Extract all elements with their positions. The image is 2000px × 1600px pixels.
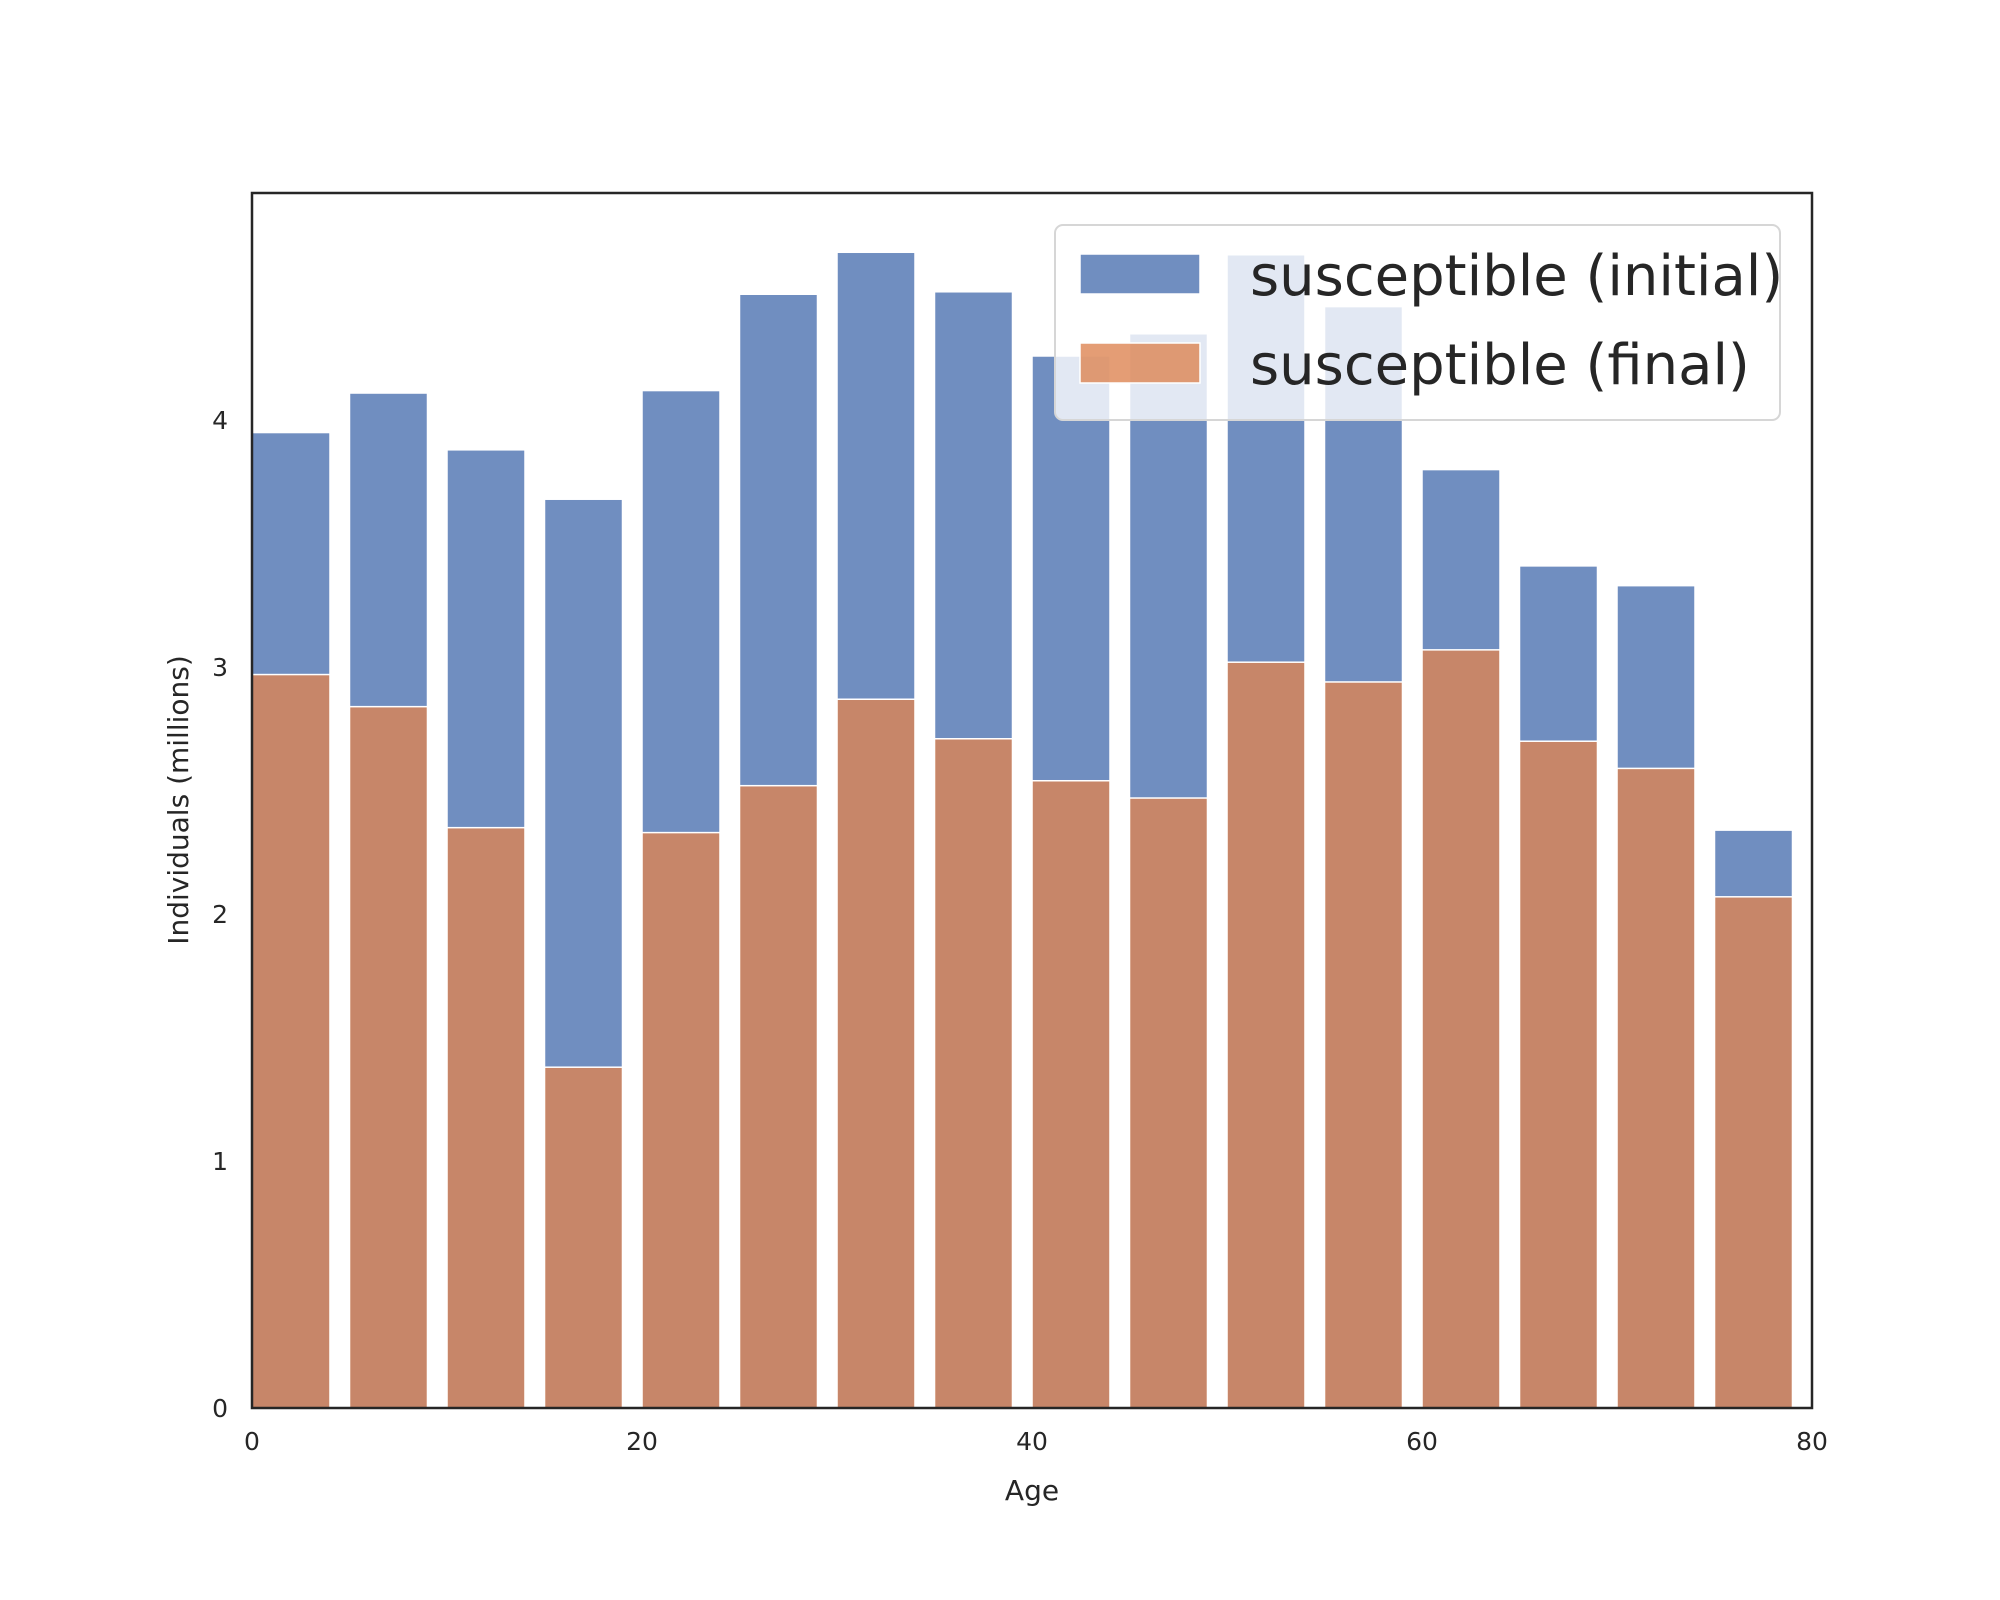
plot-frame <box>250 191 1814 1410</box>
x-tick-label: 20 <box>626 1427 658 1456</box>
bar-final <box>1323 681 1404 1409</box>
bar-final <box>933 738 1014 1409</box>
y-tick-label: 2 <box>212 900 228 929</box>
x-tick-label: 0 <box>244 1427 260 1456</box>
legend-box <box>1054 224 1781 421</box>
bar-final <box>543 1066 624 1409</box>
legend-swatch-final <box>1079 342 1201 384</box>
bar-final <box>836 698 916 1409</box>
bar-final <box>446 826 526 1409</box>
y-tick-label: 1 <box>212 1147 228 1176</box>
x-tick-label: 80 <box>1796 1427 1828 1456</box>
bar-final <box>1518 740 1599 1409</box>
series-final-bars <box>251 649 1794 1409</box>
x-axis-ticks: 0 20 40 60 80 <box>244 1427 1828 1456</box>
bar-final <box>641 831 721 1409</box>
bar-final <box>251 673 331 1409</box>
bar-final <box>1616 767 1696 1409</box>
bar-final <box>348 705 429 1409</box>
y-axis-label: Individuals (millions) <box>162 655 195 945</box>
bar-final <box>1128 797 1209 1409</box>
y-tick-label: 0 <box>212 1394 228 1423</box>
bar-final <box>1713 896 1794 1409</box>
bar-final <box>1031 779 1111 1409</box>
y-tick-label: 4 <box>212 406 228 435</box>
bar-final <box>1226 661 1306 1409</box>
legend-label-final: susceptible (final) <box>1250 333 1750 398</box>
x-tick-label: 60 <box>1406 1427 1438 1456</box>
y-tick-label: 3 <box>212 653 228 682</box>
x-tick-label: 40 <box>1016 1427 1048 1456</box>
bar-final <box>1421 649 1501 1409</box>
y-axis-ticks: 0 1 2 3 4 <box>212 406 228 1423</box>
bar-final <box>738 784 819 1409</box>
legend: susceptible (initial) susceptible (final… <box>1054 224 1783 421</box>
legend-swatch-initial <box>1079 253 1201 295</box>
x-axis-label: Age <box>1005 1474 1059 1507</box>
legend-label-initial: susceptible (initial) <box>1250 244 1783 309</box>
